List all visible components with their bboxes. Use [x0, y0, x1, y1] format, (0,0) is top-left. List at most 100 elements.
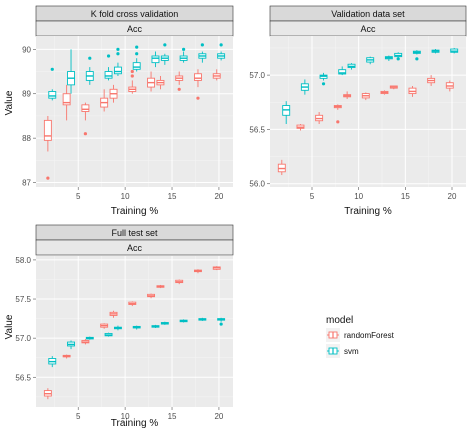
outlier-point	[196, 96, 200, 100]
box-svm	[160, 43, 169, 65]
box-randomForest	[408, 85, 417, 97]
outlier-point	[130, 69, 134, 74]
x-tick-label: 20	[448, 192, 457, 201]
legend-title: model	[326, 315, 353, 326]
box-svm	[394, 52, 403, 61]
box-svm	[160, 321, 169, 325]
box-randomForest	[389, 85, 398, 90]
box-svm	[132, 45, 141, 72]
outlier-point	[135, 45, 139, 49]
box-randomForest	[43, 115, 52, 180]
box-randomForest	[62, 354, 71, 359]
panel-title: K fold cross validation	[91, 9, 179, 19]
panel-1: K fold cross validation Acc 87 88 89 90 5 10 15 2…	[4, 5, 234, 217]
box-svm	[282, 101, 291, 124]
box-randomForest	[315, 112, 324, 124]
box-svm	[67, 340, 75, 350]
x-tick-label: 15	[401, 192, 410, 201]
box-body	[338, 69, 347, 75]
y-axis-title: Value	[4, 90, 15, 115]
y-tick-label: 58.0	[15, 256, 31, 265]
box-body	[194, 73, 202, 81]
outlier-point	[106, 54, 111, 58]
box-svm	[104, 54, 113, 81]
x-tick-label: 5	[76, 192, 81, 201]
box-svm	[338, 66, 347, 76]
plot-area	[36, 256, 233, 407]
y-tick-label: 56.0	[249, 180, 265, 189]
box-body	[48, 91, 57, 99]
x-tick-label: 20	[214, 192, 223, 201]
box-randomForest	[147, 293, 156, 299]
x-tick-label: 20	[214, 412, 223, 421]
outlier-point	[219, 43, 223, 47]
box-randomForest	[43, 388, 52, 400]
box-svm	[151, 51, 160, 68]
outlier-point	[219, 322, 223, 326]
box-body	[43, 119, 52, 141]
box-randomForest	[147, 71, 156, 92]
outlier-point	[321, 82, 326, 86]
box-randomForest	[277, 159, 286, 176]
x-tick-label: 15	[168, 412, 177, 421]
box-svm	[198, 317, 207, 321]
box-svm	[85, 56, 94, 85]
box-svm	[347, 63, 356, 70]
box-svm	[179, 319, 188, 323]
box-svm	[113, 325, 122, 331]
panel-3: Full test set Acc 56.5 57.0 57.5 58.0 5 10 15 20 T…	[4, 224, 234, 429]
panel-2: Validation data set Acc 56.0 56.5 57.0 5 10 15 2…	[249, 5, 467, 217]
box-svm	[85, 336, 94, 340]
box-randomForest	[81, 338, 90, 345]
box-body	[104, 71, 113, 79]
legend-label-randomForest: randomForest	[344, 331, 395, 340]
box-randomForest	[128, 301, 137, 307]
outlier-point	[396, 57, 400, 61]
y-tick-label: 56.5	[15, 373, 31, 382]
x-tick-label: 10	[121, 192, 130, 201]
outlier-point	[135, 52, 139, 56]
box-body	[62, 93, 71, 106]
box-randomForest	[109, 84, 118, 103]
box-svm	[104, 332, 113, 337]
panel-subtitle: Acc	[127, 24, 143, 34]
box-body	[132, 62, 141, 70]
box-svm	[113, 47, 122, 76]
box-randomForest	[212, 266, 221, 271]
outlier-point	[116, 52, 120, 56]
box-randomForest	[100, 89, 109, 112]
box-svm	[366, 56, 375, 65]
box-randomForest	[194, 69, 202, 100]
box-randomForest	[156, 284, 165, 289]
y-tick-label: 90	[22, 45, 31, 54]
box-randomForest	[62, 84, 71, 121]
panel-subtitle: Acc	[127, 243, 143, 253]
legend: model randomForest svm	[326, 315, 395, 358]
y-tick-label: 57.0	[249, 71, 265, 80]
outlier-point	[130, 74, 134, 78]
y-tick-label: 56.5	[249, 125, 265, 134]
box-randomForest	[333, 104, 342, 124]
box-svm	[431, 49, 440, 54]
box-svm	[151, 324, 160, 328]
box-randomForest	[427, 75, 436, 86]
x-tick-label: 15	[168, 192, 177, 201]
x-tick-label: 5	[310, 192, 315, 201]
box-randomForest	[212, 69, 221, 81]
y-tick-label: 87	[22, 179, 31, 188]
box-svm	[412, 50, 421, 61]
outlier-point	[50, 67, 54, 71]
series-svm	[48, 317, 226, 368]
box-randomForest	[361, 92, 370, 101]
series-randomForest	[43, 69, 221, 180]
legend-label-svm: svm	[344, 347, 359, 356]
y-tick-label: 88	[22, 134, 31, 143]
y-tick-label: 57.0	[15, 334, 31, 343]
box-randomForest	[100, 323, 109, 329]
box-svm	[198, 43, 207, 63]
box-body	[151, 55, 160, 64]
legend-key-svm	[326, 344, 340, 358]
series-svm	[282, 47, 459, 124]
series-randomForest	[43, 266, 221, 400]
outlier-point	[163, 43, 167, 47]
